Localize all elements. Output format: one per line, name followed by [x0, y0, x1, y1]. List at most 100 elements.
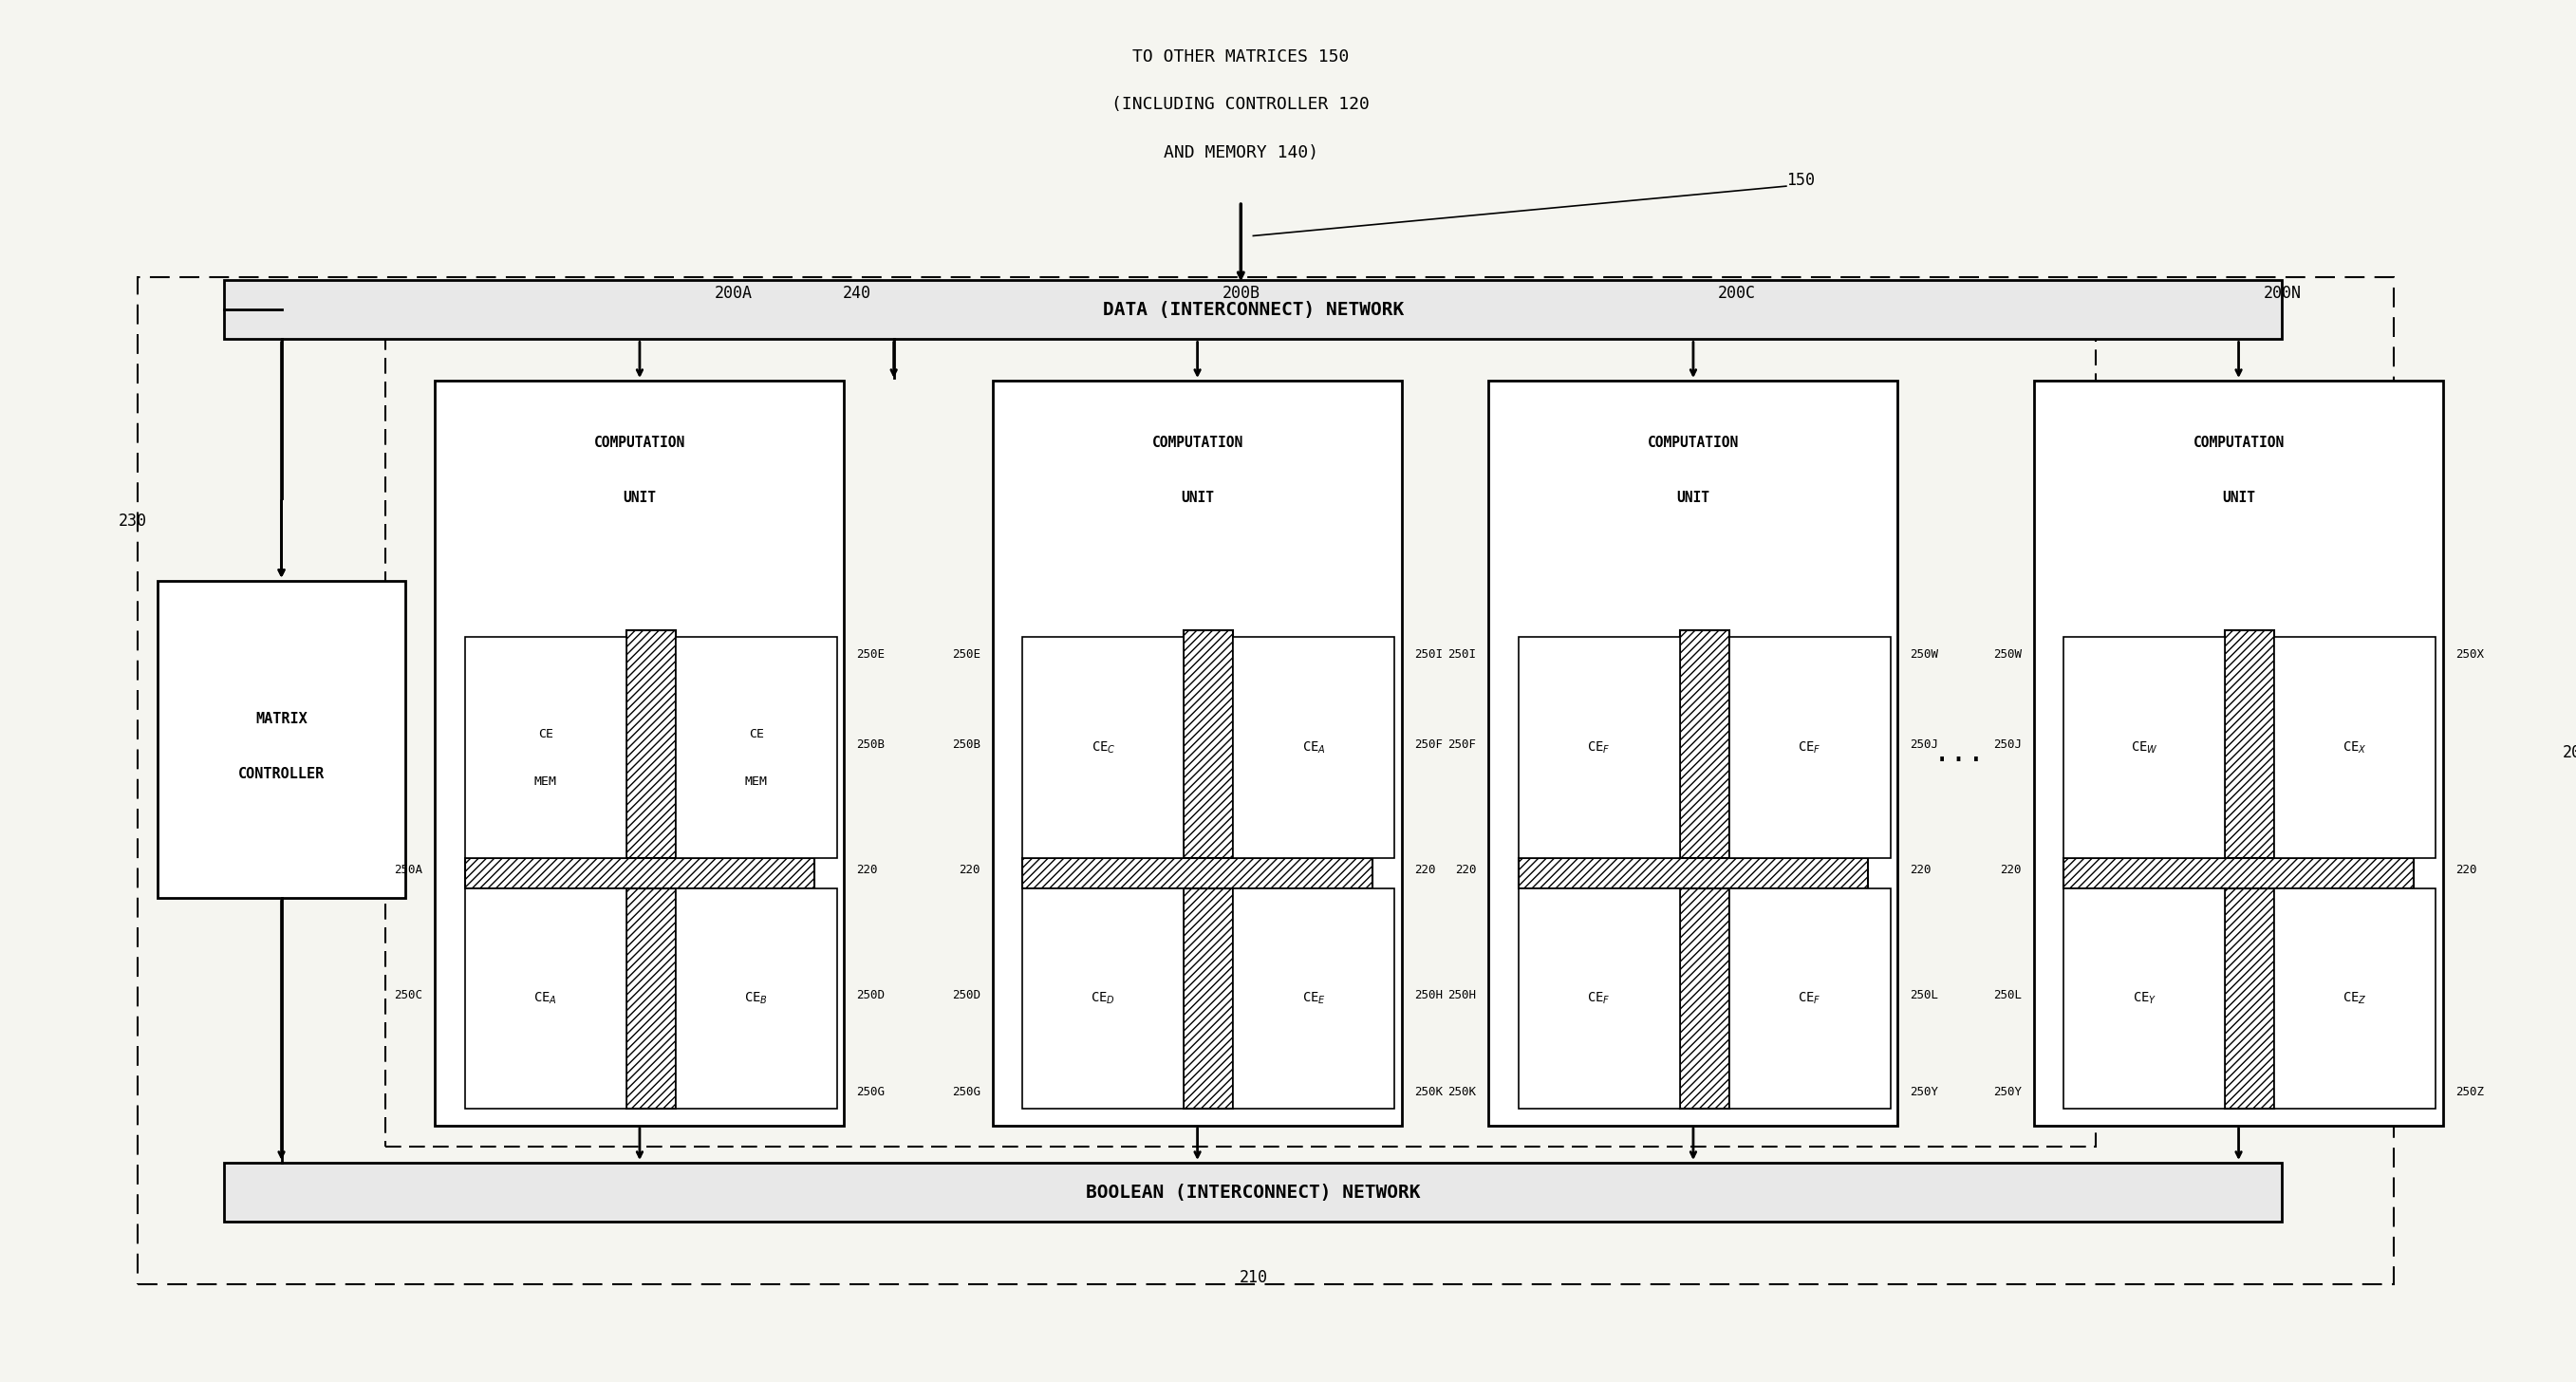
Text: UNIT: UNIT [623, 491, 657, 504]
Text: 200N: 200N [2264, 285, 2300, 301]
Text: 200: 200 [2563, 745, 2576, 761]
Text: 250A: 250A [394, 864, 422, 876]
Text: COMPUTATION: COMPUTATION [1649, 435, 1739, 449]
Text: (INCLUDING CONTROLLER 120: (INCLUDING CONTROLLER 120 [1113, 97, 1370, 113]
Text: 220: 220 [958, 864, 981, 876]
Text: 250L: 250L [1994, 990, 2022, 1002]
Text: 220: 220 [2455, 864, 2478, 876]
Text: 200B: 200B [1221, 285, 1260, 301]
Text: 250G: 250G [953, 1086, 981, 1099]
Text: 250K: 250K [1414, 1086, 1443, 1099]
Text: 250Y: 250Y [1911, 1086, 1940, 1099]
Text: TO OTHER MATRICES 150: TO OTHER MATRICES 150 [1133, 48, 1350, 65]
Bar [1680, 630, 1728, 1108]
Text: 250W: 250W [1911, 648, 1940, 661]
Text: CE$_C$: CE$_C$ [1092, 739, 1115, 756]
Text: 220: 220 [858, 864, 878, 876]
Text: CONTROLLER: CONTROLLER [237, 767, 325, 781]
Text: 250H: 250H [1448, 990, 1476, 1002]
Text: CE$_Y$: CE$_Y$ [2133, 991, 2156, 1006]
FancyBboxPatch shape [1234, 889, 1394, 1108]
Text: CE$_E$: CE$_E$ [1301, 991, 1327, 1006]
FancyBboxPatch shape [1023, 637, 1185, 858]
Text: CE$_B$: CE$_B$ [744, 991, 768, 1006]
FancyBboxPatch shape [675, 889, 837, 1108]
Text: 250E: 250E [953, 648, 981, 661]
Text: COMPUTATION: COMPUTATION [2192, 435, 2285, 449]
Text: CE$_F$: CE$_F$ [1798, 739, 1821, 756]
Text: COMPUTATION: COMPUTATION [1151, 435, 1244, 449]
Text: 250J: 250J [1994, 738, 2022, 750]
Text: 250I: 250I [1448, 648, 1476, 661]
FancyBboxPatch shape [224, 281, 2282, 339]
Text: 220: 220 [2002, 864, 2022, 876]
FancyBboxPatch shape [2063, 889, 2226, 1108]
FancyBboxPatch shape [224, 1162, 2282, 1222]
Text: 250H: 250H [1414, 990, 1443, 1002]
Text: 250G: 250G [858, 1086, 886, 1099]
Text: 250D: 250D [858, 990, 886, 1002]
Text: 230: 230 [118, 513, 147, 529]
FancyBboxPatch shape [1728, 889, 1891, 1108]
Text: 200A: 200A [714, 285, 752, 301]
FancyBboxPatch shape [992, 380, 1401, 1125]
Text: ...: ... [1935, 739, 1986, 767]
FancyBboxPatch shape [1023, 889, 1185, 1108]
Text: CE$_F$: CE$_F$ [1798, 991, 1821, 1006]
FancyBboxPatch shape [2035, 380, 2442, 1125]
Text: 250L: 250L [1911, 990, 1940, 1002]
Bar [626, 630, 675, 1108]
Text: AND MEMORY 140): AND MEMORY 140) [1164, 145, 1319, 162]
Text: MEM: MEM [744, 775, 768, 788]
Text: 210: 210 [1239, 1269, 1267, 1285]
Text: 220: 220 [1455, 864, 1476, 876]
FancyBboxPatch shape [1489, 380, 1899, 1125]
Text: 250C: 250C [394, 990, 422, 1002]
Text: 240: 240 [842, 285, 871, 301]
Bar [1517, 858, 1868, 889]
Text: CE$_A$: CE$_A$ [533, 991, 556, 1006]
FancyBboxPatch shape [1234, 637, 1394, 858]
FancyBboxPatch shape [1517, 637, 1680, 858]
FancyBboxPatch shape [464, 889, 626, 1108]
Text: 250B: 250B [953, 738, 981, 750]
FancyBboxPatch shape [2275, 889, 2437, 1108]
Bar [464, 858, 814, 889]
Text: 250Y: 250Y [1994, 1086, 2022, 1099]
Text: 220: 220 [1911, 864, 1932, 876]
FancyBboxPatch shape [2063, 637, 2226, 858]
Text: CE$_F$: CE$_F$ [1587, 991, 1610, 1006]
Text: CE: CE [538, 727, 554, 739]
Text: 250F: 250F [1448, 738, 1476, 750]
Text: CE$_Z$: CE$_Z$ [2344, 991, 2367, 1006]
FancyBboxPatch shape [675, 637, 837, 858]
Bar [1185, 630, 1234, 1108]
Bar [1023, 858, 1373, 889]
Text: UNIT: UNIT [1677, 491, 1710, 504]
Text: 250W: 250W [1994, 648, 2022, 661]
Text: BOOLEAN (INTERCONNECT) NETWORK: BOOLEAN (INTERCONNECT) NETWORK [1087, 1183, 1419, 1201]
Text: 250F: 250F [1414, 738, 1443, 750]
Bar [2063, 858, 2414, 889]
FancyBboxPatch shape [157, 580, 404, 898]
Text: 250X: 250X [2455, 648, 2483, 661]
Text: MATRIX: MATRIX [255, 712, 307, 726]
Bar [2226, 630, 2275, 1108]
Text: UNIT: UNIT [2223, 491, 2254, 504]
Text: 250I: 250I [1414, 648, 1443, 661]
Text: CE$_X$: CE$_X$ [2344, 739, 2367, 756]
Text: CE$_W$: CE$_W$ [2130, 739, 2159, 756]
FancyBboxPatch shape [1728, 637, 1891, 858]
Text: 250J: 250J [1911, 738, 1940, 750]
Text: DATA (INTERCONNECT) NETWORK: DATA (INTERCONNECT) NETWORK [1103, 301, 1404, 319]
Text: UNIT: UNIT [1180, 491, 1213, 504]
Text: 250B: 250B [858, 738, 886, 750]
Text: 250E: 250E [858, 648, 886, 661]
Text: CE$_F$: CE$_F$ [1587, 739, 1610, 756]
Text: CE$_D$: CE$_D$ [1092, 991, 1115, 1006]
Text: 220: 220 [1414, 864, 1435, 876]
FancyBboxPatch shape [137, 278, 2393, 1284]
FancyBboxPatch shape [464, 637, 626, 858]
Text: 250Z: 250Z [2455, 1086, 2483, 1099]
Text: MEM: MEM [533, 775, 556, 788]
